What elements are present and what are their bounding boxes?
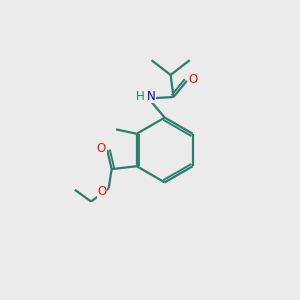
Text: N: N <box>146 90 155 103</box>
Text: O: O <box>97 142 106 155</box>
Text: H: H <box>136 90 145 103</box>
Text: O: O <box>189 73 198 86</box>
Text: O: O <box>98 185 107 198</box>
